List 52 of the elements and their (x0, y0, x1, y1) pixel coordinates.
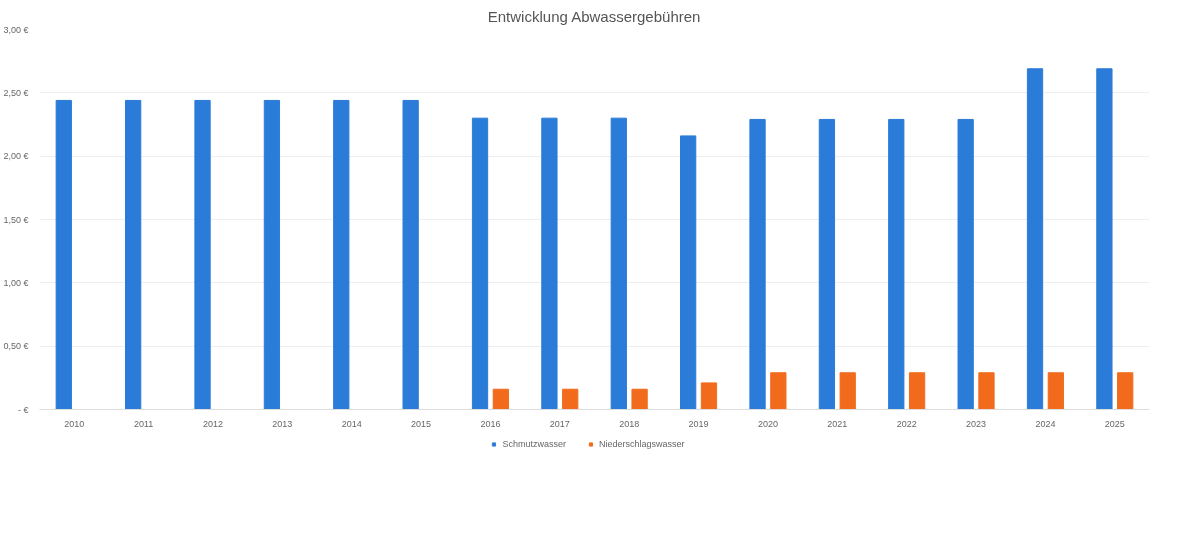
y-tick-label: 0,50 € (3, 341, 29, 352)
x-tick-label: 2023 (966, 418, 987, 429)
bar (194, 99, 211, 410)
x-tick-label: 2016 (480, 418, 501, 429)
legend-label: Niederschlagswasser (598, 439, 685, 449)
y-tick-label: - € (18, 404, 29, 415)
x-tick-label: 2010 (64, 418, 85, 429)
bar (839, 372, 856, 410)
bar (978, 372, 995, 410)
bar (888, 118, 905, 410)
y-tick-label: 1,00 € (3, 277, 29, 288)
bar (562, 388, 579, 410)
bar (1026, 68, 1044, 410)
chart-title: Entwicklung Abwassergebühren (487, 7, 701, 25)
y-tick-label: 2,50 € (3, 87, 29, 98)
y-tick-label: 1,50 € (3, 214, 29, 225)
bar (402, 99, 419, 410)
bar (957, 118, 974, 410)
legend-label: Schmutzwasser (502, 439, 566, 449)
x-tick-label: 2013 (272, 418, 293, 429)
bar (333, 99, 350, 410)
y-tick-label: 3,00 € (3, 24, 29, 35)
bar (680, 135, 697, 410)
x-tick-label: 2019 (688, 418, 709, 429)
bar (263, 99, 281, 410)
x-tick-label: 2022 (896, 418, 917, 429)
bar (541, 117, 558, 410)
x-tick-label: 2015 (411, 418, 432, 429)
bar (610, 117, 627, 410)
x-tick-label: 2017 (549, 418, 570, 429)
bar (770, 372, 787, 410)
bar (1047, 372, 1064, 410)
x-tick-label: 2021 (827, 418, 848, 429)
x-tick-label: 2011 (133, 418, 154, 429)
bar (55, 99, 72, 410)
bar (1117, 372, 1134, 410)
y-tick-label: 2,00 € (3, 151, 29, 162)
bar (749, 118, 766, 410)
x-tick-label: 2014 (341, 418, 362, 429)
bar (818, 118, 836, 410)
x-tick-label: 2018 (619, 418, 640, 429)
bar (471, 117, 489, 410)
x-tick-label: 2020 (757, 418, 778, 429)
x-tick-label: 2012 (202, 418, 223, 429)
bar (492, 388, 509, 410)
bar (1096, 68, 1113, 410)
bar (700, 382, 718, 410)
bar (631, 388, 648, 410)
bar (908, 372, 926, 410)
x-tick-label: 2024 (1035, 418, 1056, 429)
bar (125, 99, 142, 410)
x-tick-label: 2025 (1104, 418, 1125, 429)
